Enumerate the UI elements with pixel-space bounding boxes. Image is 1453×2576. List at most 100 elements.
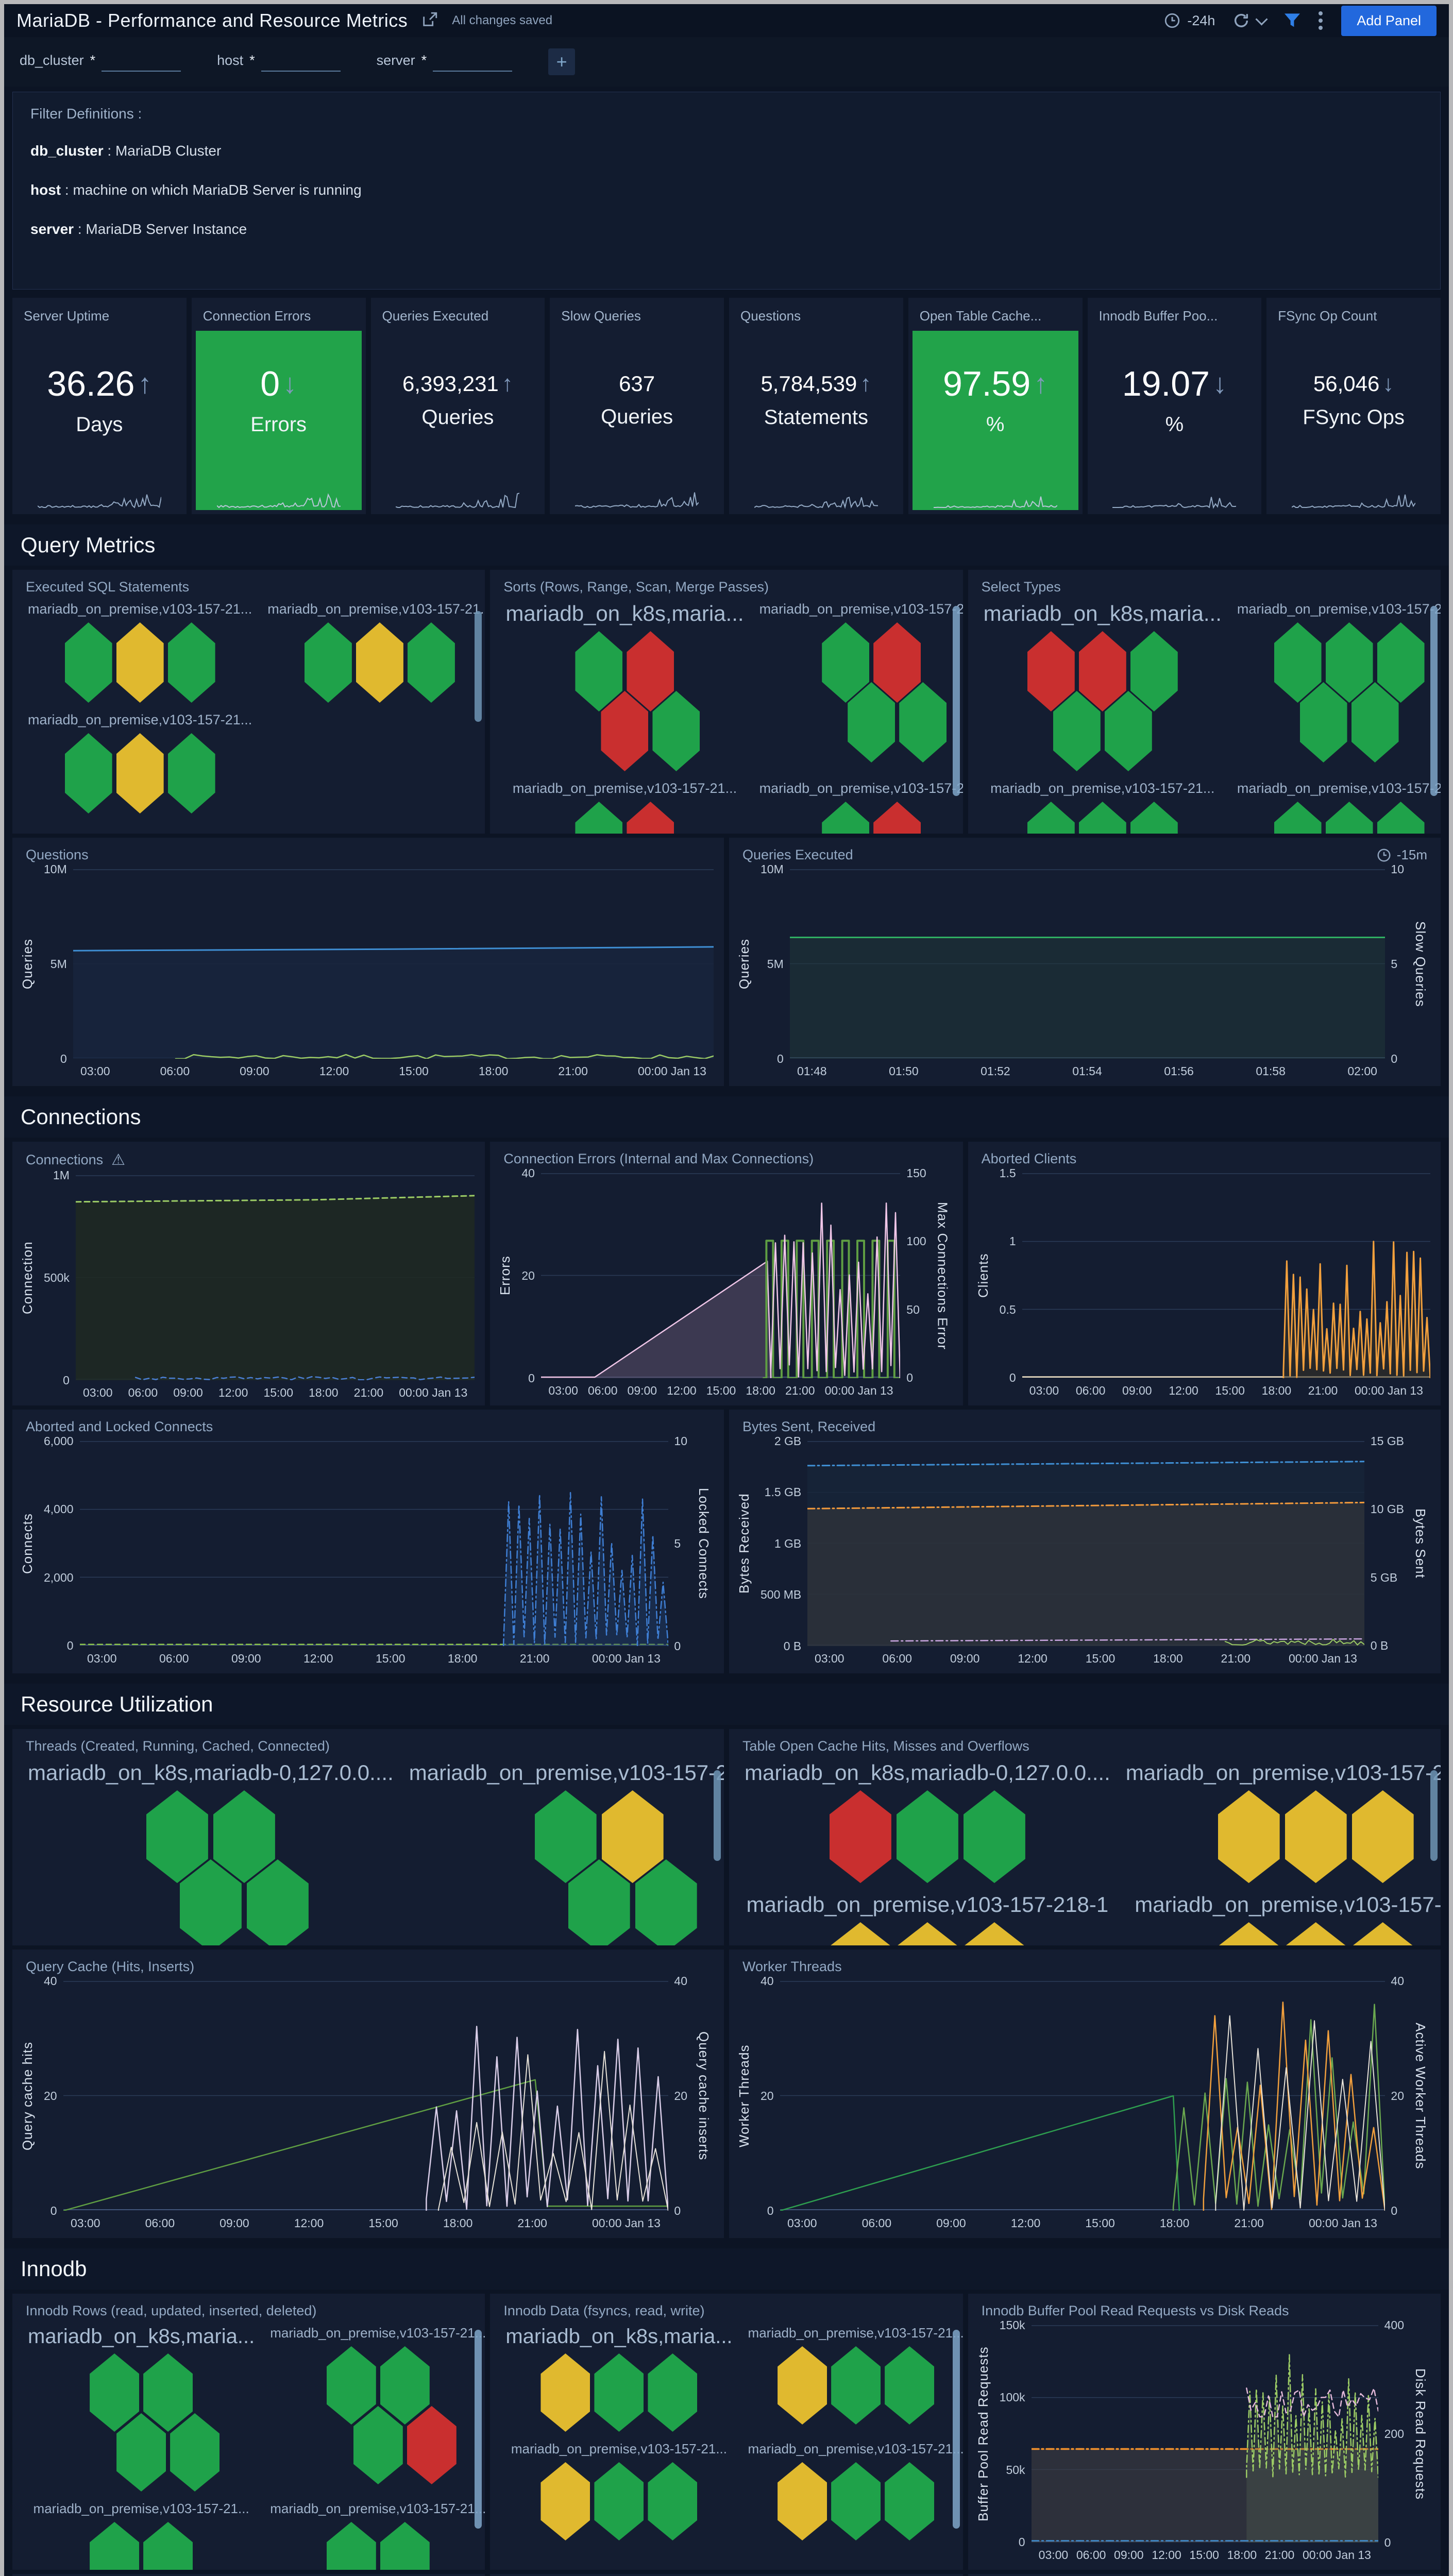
- honeycomb-cell-green[interactable]: [64, 622, 112, 703]
- honeycomb-cell-green[interactable]: [167, 733, 215, 814]
- scrollbar[interactable]: [1430, 1770, 1438, 1861]
- honeycomb-cell-green[interactable]: [963, 1790, 1025, 1883]
- host-input[interactable]: [261, 52, 341, 72]
- chart-plot-area[interactable]: [807, 1441, 1365, 1646]
- honeycomb-cell-green[interactable]: [380, 2346, 430, 2425]
- chart-plot-area[interactable]: [780, 1981, 1385, 2211]
- refresh-control[interactable]: [1232, 12, 1268, 29]
- honeycomb-cell-green[interactable]: [594, 2353, 644, 2432]
- honeycomb-cell-yellow[interactable]: [116, 733, 164, 814]
- honeycomb-cell-green[interactable]: [1130, 802, 1178, 834]
- honeycomb-cell-red[interactable]: [829, 1790, 891, 1883]
- honeycomb-cell-green[interactable]: [594, 2462, 644, 2540]
- panel-time-override[interactable]: -15m: [1376, 847, 1427, 863]
- honeycomb-cell-red[interactable]: [873, 802, 921, 834]
- server-input[interactable]: [433, 52, 513, 72]
- honeycomb-cell-yellow[interactable]: [896, 1922, 958, 1945]
- chart-plot-area[interactable]: [1031, 2325, 1378, 2543]
- stat-panel-open-table-cache[interactable]: Open Table Cache... 97.59 ↑%: [908, 298, 1083, 514]
- honeycomb-cell-green[interactable]: [143, 2522, 193, 2570]
- honeycomb-cell-yellow[interactable]: [778, 2462, 827, 2540]
- honeycomb-cell-yellow[interactable]: [1285, 1922, 1347, 1945]
- honeycomb-cell-green[interactable]: [648, 2462, 698, 2540]
- time-range-control[interactable]: -24h: [1163, 12, 1215, 29]
- scrollbar[interactable]: [952, 606, 960, 796]
- honeycomb-cell-green[interactable]: [170, 2413, 220, 2492]
- chart-plot-area[interactable]: [63, 1981, 668, 2211]
- share-icon[interactable]: [421, 11, 438, 31]
- honeycomb-cell-yellow[interactable]: [1218, 1790, 1280, 1883]
- chart-plot-area[interactable]: [789, 869, 1385, 1059]
- honeycomb-cell-green[interactable]: [1078, 802, 1126, 834]
- stat-panel-queries-executed[interactable]: Queries Executed 6,393,231 ↑ Queries: [370, 298, 545, 514]
- honeycomb-cell-green[interactable]: [116, 2413, 166, 2492]
- honeycomb-cell-green[interactable]: [407, 622, 455, 703]
- honeycomb-cell-red[interactable]: [407, 2406, 457, 2484]
- honeycomb-cell-green[interactable]: [1274, 802, 1322, 834]
- warning-icon[interactable]: ⚠: [111, 1151, 126, 1168]
- stat-panel-questions[interactable]: Questions 5,784,539 ↑ Statements: [729, 298, 903, 514]
- honeycomb-cell-green[interactable]: [143, 2353, 193, 2432]
- honeycomb-cell-yellow[interactable]: [1351, 1922, 1414, 1945]
- panel-title: Bytes Sent, Received: [742, 1419, 876, 1434]
- honeycomb-cell-green[interactable]: [326, 2346, 376, 2425]
- honeycomb-cell-green[interactable]: [353, 2406, 403, 2484]
- scrollbar[interactable]: [952, 2330, 960, 2529]
- honeycomb-cell-green[interactable]: [885, 2346, 935, 2425]
- scrollbar[interactable]: [1430, 606, 1438, 796]
- scrollbar[interactable]: [475, 611, 482, 722]
- honeycomb-cell-yellow[interactable]: [540, 2462, 590, 2540]
- honeycomb-cell-green[interactable]: [90, 2522, 140, 2570]
- honeycomb-cell-green[interactable]: [822, 802, 870, 834]
- honeycomb-cell-green[interactable]: [648, 2353, 698, 2432]
- honeycomb-cell-green[interactable]: [64, 733, 112, 814]
- honeycomb-cell-green[interactable]: [575, 802, 623, 834]
- honeycomb-cell-yellow[interactable]: [540, 2353, 590, 2432]
- honeycomb-cell-green[interactable]: [885, 2462, 935, 2540]
- stat-panel-fsync-op-count[interactable]: FSync Op Count 56,046 ↓ FSync Ops: [1266, 298, 1441, 514]
- chart-plot-area[interactable]: [73, 869, 714, 1059]
- chart-plot-area[interactable]: [75, 1175, 475, 1380]
- honeycomb-group-label: mariadb_on_premise,v103-157-21...: [759, 601, 963, 617]
- honeycomb-cell-green[interactable]: [831, 2462, 881, 2540]
- y-axis-ticks-left: 150k 100k 50k 0: [999, 2318, 1025, 2549]
- honeycomb-cell-yellow[interactable]: [1285, 1790, 1347, 1883]
- honeycomb-cell-green[interactable]: [304, 622, 352, 703]
- panel-title: Table Open Cache Hits, Misses and Overfl…: [742, 1738, 1029, 1754]
- honeycomb-cell-green[interactable]: [326, 2522, 376, 2570]
- honeycomb-cell-yellow[interactable]: [116, 622, 164, 703]
- honeycomb-cell-red[interactable]: [627, 802, 674, 834]
- chart-plot-area[interactable]: [1022, 1173, 1430, 1378]
- honeycomb-cell-green[interactable]: [831, 2346, 881, 2425]
- honeycomb-cell-yellow[interactable]: [829, 1922, 891, 1945]
- stat-panel-innodb-buffer-poo[interactable]: Innodb Buffer Poo... 19.07 ↓%: [1087, 298, 1262, 514]
- honeycomb-cell-yellow[interactable]: [1218, 1922, 1280, 1945]
- honeycomb-cell-yellow[interactable]: [1351, 1790, 1414, 1883]
- honeycomb-cell-green[interactable]: [1325, 802, 1373, 834]
- stat-panel-slow-queries[interactable]: Slow Queries 637 Queries: [550, 298, 724, 514]
- stat-panel-connection-errors[interactable]: Connection Errors 0 ↓ Errors: [191, 298, 366, 514]
- stat-panel-server-uptime[interactable]: Server Uptime 36.26 ↑ Days: [12, 298, 187, 514]
- honeycomb-cell-yellow[interactable]: [356, 622, 403, 703]
- scrollbar[interactable]: [714, 1770, 721, 1861]
- honeycomb-group-label: mariadb_on_premise,v103-157-218-1: [746, 1892, 1109, 1917]
- honeycomb-cell-green[interactable]: [1027, 802, 1075, 834]
- honeycomb-cell-yellow[interactable]: [963, 1922, 1025, 1945]
- chart-plot-area[interactable]: [540, 1173, 900, 1378]
- more-menu[interactable]: [1319, 11, 1323, 30]
- x-axis-ticks: 01:48 01:50 01:52 01:54 01:56 01:58 02:00: [797, 1064, 1377, 1078]
- honeycomb-cell-green[interactable]: [90, 2353, 140, 2432]
- honeycomb-cell-green[interactable]: [167, 622, 215, 703]
- honeycomb-cell-green[interactable]: [1377, 802, 1425, 834]
- honeycomb-cell-green[interactable]: [380, 2522, 430, 2570]
- honeycomb-cell-green[interactable]: [896, 1790, 958, 1883]
- honeycomb-group: mariadb_on_premise,v103-157-21...: [270, 2501, 485, 2570]
- dashboard-page: MariaDB - Performance and Resource Metri…: [4, 4, 1449, 2576]
- honeycomb-cell-yellow[interactable]: [778, 2346, 827, 2425]
- db-cluster-input[interactable]: [102, 52, 181, 72]
- filter-toggle[interactable]: [1283, 13, 1301, 28]
- add-panel-button[interactable]: Add Panel: [1341, 5, 1437, 36]
- scrollbar[interactable]: [475, 2330, 482, 2529]
- add-filter-button[interactable]: +: [548, 48, 576, 75]
- chart-plot-area[interactable]: [79, 1441, 668, 1646]
